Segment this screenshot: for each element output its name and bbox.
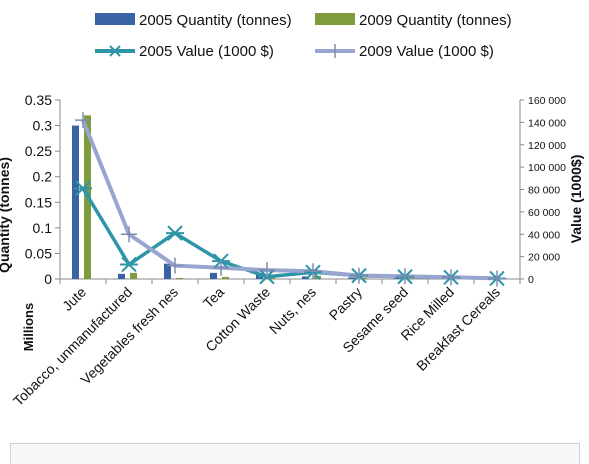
left-tick-label: 0.3 xyxy=(33,118,53,134)
right-tick-label: 100 000 xyxy=(528,162,566,174)
right-tick-label: 160 000 xyxy=(528,95,566,107)
right-axis-title: Value (1000$) xyxy=(568,155,584,244)
series-lines xyxy=(74,112,506,287)
category-label-nuts-nes: Nuts, nes xyxy=(266,284,319,337)
left-tick-label: 0.2 xyxy=(33,169,53,185)
legend-swatch xyxy=(315,13,355,25)
left-tick-label: 0.15 xyxy=(25,194,52,210)
marker-2009-value-1000-sesame-seed xyxy=(397,268,413,285)
right-tick-label: 60 000 xyxy=(528,207,560,219)
bar-2009-quantity-tonnes-vegetables-fresh-nes xyxy=(176,277,183,279)
marker-2005-value-1000-vegetables-fresh-nes xyxy=(166,225,184,241)
legend: 2005 Quantity (tonnes) 2009 Quantity (ton… xyxy=(95,12,512,60)
right-tick-label: 80 000 xyxy=(528,185,560,197)
marker-2009-value-1000-cotton-waste xyxy=(259,262,275,279)
bar-2009-quantity-tonnes-pastry xyxy=(360,277,367,279)
legend-item-2005-value-1000: 2005 Value (1000 $) xyxy=(95,43,274,60)
bar-2005-quantity-tonnes-vegetables-fresh-nes xyxy=(164,263,171,279)
marker-2009-value-1000-rice-milled xyxy=(443,269,459,286)
category-label-tea: Tea xyxy=(200,284,227,311)
left-tick-label: 0.35 xyxy=(25,92,52,108)
bar-2005-quantity-tonnes-jute xyxy=(72,125,79,279)
legend-label: 2009 Quantity (tonnes) xyxy=(359,12,512,29)
left-axis-units: Millions xyxy=(21,303,36,351)
right-tick-label: 0 xyxy=(528,274,534,286)
bars xyxy=(72,115,505,279)
marker-2009-value-1000-pastry xyxy=(351,267,367,284)
bar-2009-quantity-tonnes-sesame-seed xyxy=(406,278,413,279)
bar-2005-quantity-tonnes-sesame-seed xyxy=(394,277,401,279)
bar-2005-quantity-tonnes-pastry xyxy=(348,277,355,279)
bar-2009-quantity-tonnes-tobacco-unmanufactured xyxy=(130,272,137,279)
category-label-breakfast-cereals: Breakfast Cereals xyxy=(413,284,503,374)
bottom-panel-edge xyxy=(10,443,580,464)
legend-swatch xyxy=(95,13,135,25)
marker-2009-value-1000-tea xyxy=(213,259,229,276)
legend-label: 2005 Quantity (tonnes) xyxy=(139,12,292,29)
marker-2009-value-1000-vegetables-fresh-nes xyxy=(167,257,183,274)
bar-2005-quantity-tonnes-nuts-nes xyxy=(302,276,309,279)
right-tick-label: 140 000 xyxy=(528,117,566,129)
legend-label: 2005 Value (1000 $) xyxy=(139,43,274,60)
combo-chart: 2005 Quantity (tonnes) 2009 Quantity (ton… xyxy=(0,12,584,409)
right-tick-label: 20 000 xyxy=(528,252,560,264)
legend-item-2005-quantity-tonnes: 2005 Quantity (tonnes) xyxy=(95,12,292,29)
right-tick-label: 120 000 xyxy=(528,140,566,152)
marker-2009-value-1000-nuts-nes xyxy=(305,263,321,280)
category-label-pastry: Pastry xyxy=(326,284,365,323)
bar-2009-quantity-tonnes-tea xyxy=(222,276,229,279)
left-tick-label: 0.1 xyxy=(33,220,53,236)
left-tick-label: 0.25 xyxy=(25,143,52,159)
right-tick-label: 40 000 xyxy=(528,229,560,241)
line-2009-value-1000 xyxy=(81,119,498,281)
bar-2005-quantity-tonnes-tobacco-unmanufactured xyxy=(118,273,125,279)
line-2005-value-1000 xyxy=(81,187,498,281)
marker-2005-value-1000-jute xyxy=(74,180,92,197)
left-tick-label: 0.05 xyxy=(25,245,52,261)
marker-2009-value-1000-breakfast-cereals xyxy=(489,270,505,287)
marker-2005-value-1000-tobacco-unmanufactured xyxy=(120,256,138,273)
left-tick-label: 0 xyxy=(44,271,52,287)
category-label-jute: Jute xyxy=(59,284,89,314)
marker-2009-value-1000-jute xyxy=(75,112,91,129)
legend-label: 2009 Value (1000 $) xyxy=(359,43,494,60)
legend-item-2009-value-1000: 2009 Value (1000 $) xyxy=(315,43,494,60)
axes: 0 0.05 0.1 0.15 0.2 0.25 0.3 0.35 0 20 000 40 000 6… xyxy=(0,92,584,351)
legend-item-2009-quantity-tonnes: 2009 Quantity (tonnes) xyxy=(315,12,512,29)
left-axis-title: Quantity (tonnes) xyxy=(0,157,12,273)
bar-2005-quantity-tonnes-tea xyxy=(210,272,217,279)
marker-2009-value-1000-tobacco-unmanufactured xyxy=(121,226,137,243)
